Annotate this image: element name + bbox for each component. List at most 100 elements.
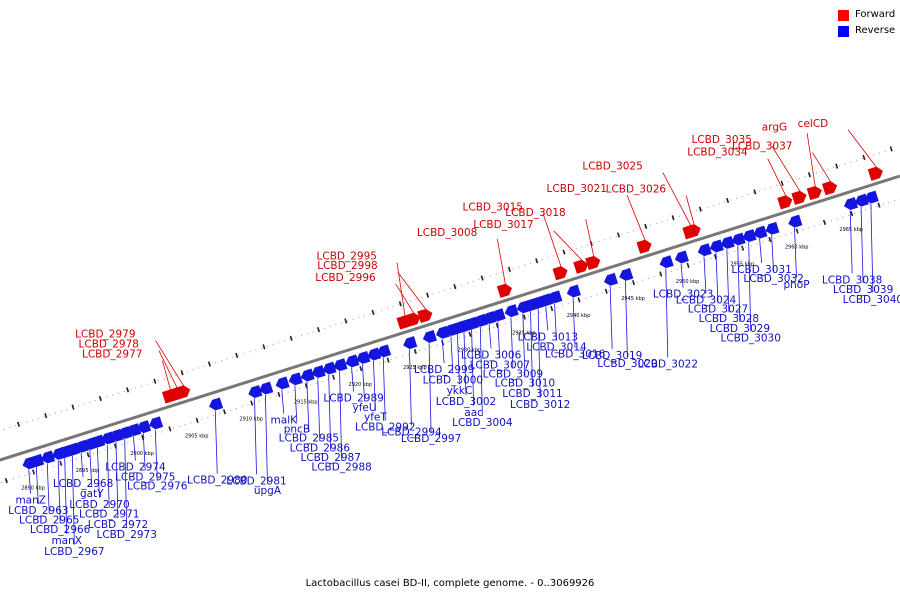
forward-guide-tick bbox=[98, 395, 102, 402]
reverse-gene-pncB[interactable] bbox=[287, 372, 303, 386]
forward-gene-LCBD_3026[interactable] bbox=[685, 223, 703, 239]
reverse-gene-label: LCBD_2986 bbox=[290, 442, 351, 454]
forward-gene-leader bbox=[553, 230, 583, 261]
reverse-gene-leader bbox=[849, 210, 853, 274]
reverse-gene-LCBD_3007[interactable] bbox=[490, 308, 506, 322]
reverse-gene-LCBD_3023[interactable] bbox=[673, 250, 689, 264]
reverse-gene-label: LCBD_3028 bbox=[699, 313, 759, 325]
forward-gene-LCBD_3018[interactable] bbox=[585, 254, 602, 270]
axis-tick-label: 2950 kbp bbox=[676, 279, 700, 285]
reverse-guide-tick bbox=[768, 236, 772, 243]
reverse-gene-yfeT[interactable] bbox=[366, 347, 382, 362]
forward-gene-LCBD_3021[interactable] bbox=[636, 238, 654, 254]
reverse-gene-LCBD_2970[interactable] bbox=[90, 434, 106, 449]
reverse-gene-LCBD_2985[interactable] bbox=[299, 368, 315, 383]
reverse-gene-LCBD_2976[interactable] bbox=[147, 416, 164, 430]
reverse-gene-LCBD_3031[interactable] bbox=[752, 225, 768, 240]
reverse-gene-LCBD_2975[interactable] bbox=[135, 420, 152, 434]
reverse-gene-label: LCBD_3022 bbox=[638, 358, 698, 370]
label-leader-lines bbox=[28, 129, 877, 545]
forward-gene-LCBD_3034[interactable] bbox=[777, 194, 794, 210]
reverse-gene-LCBD_2992[interactable] bbox=[375, 344, 392, 358]
reverse-gene-label: aac bbox=[464, 407, 483, 419]
forward-gene-label: LCBD_3034 bbox=[687, 147, 748, 159]
reverse-gene-LCBD_3029[interactable] bbox=[730, 232, 746, 247]
forward-gene-LCBD_3035[interactable] bbox=[791, 189, 808, 205]
reverse-gene-LCBD_2988[interactable] bbox=[332, 358, 348, 372]
reverse-guide-tick bbox=[850, 211, 854, 217]
forward-gene-LCBD_2979[interactable] bbox=[175, 384, 192, 400]
reverse-gene-LCBD_3038[interactable] bbox=[842, 197, 859, 211]
reverse-gene-upgA[interactable] bbox=[258, 381, 274, 396]
forward-guide-tick bbox=[371, 309, 375, 316]
reverse-gene-LCBD_3028[interactable] bbox=[719, 236, 735, 250]
reverse-gene-leader bbox=[609, 286, 613, 350]
reverse-gene-LCBD_3009[interactable] bbox=[503, 304, 519, 318]
reverse-gene-LCBD_2989[interactable] bbox=[344, 354, 360, 368]
reverse-guide-tick bbox=[741, 245, 745, 251]
reverse-guide-tick bbox=[632, 279, 636, 286]
reverse-gene-LCBD_2965[interactable] bbox=[39, 450, 56, 464]
reverse-gene-LCBD_3020[interactable] bbox=[618, 268, 634, 282]
reverse-gene-LCBD_3016[interactable] bbox=[565, 284, 581, 299]
forward-guide-tick bbox=[71, 404, 75, 410]
reverse-gene-LCBD_2997[interactable] bbox=[421, 329, 437, 344]
axis-tick-label: 2890 kbp bbox=[21, 485, 45, 491]
reverse-gene-LCBD_3024[interactable] bbox=[696, 243, 712, 257]
reverse-gene-label: LCBD_2965 bbox=[19, 515, 79, 527]
reverse-gene-LCBD_2974[interactable] bbox=[126, 423, 142, 437]
reverse-gene-leader bbox=[214, 410, 218, 474]
reverse-gene-label: phoP bbox=[783, 279, 809, 291]
reverse-gene-LCBD_2981[interactable] bbox=[247, 385, 263, 399]
forward-gene-LCBD_3037[interactable] bbox=[821, 180, 839, 196]
reverse-guide-tick bbox=[795, 228, 799, 234]
reverse-gene-LCBD_3022[interactable] bbox=[658, 255, 674, 269]
forward-gene-argG[interactable] bbox=[806, 184, 824, 201]
forward-gene-leader bbox=[626, 194, 646, 241]
reverse-gene-LCBD_2987[interactable] bbox=[321, 361, 337, 376]
reverse-gene-yfeU[interactable] bbox=[355, 350, 371, 365]
reverse-gene-label: LCBD_3006 bbox=[461, 349, 522, 361]
forward-gene-label: LCBD_2977 bbox=[82, 349, 142, 361]
reverse-gene-LCBD_3040[interactable] bbox=[863, 190, 879, 205]
reverse-gene-label: LCBD_3040 bbox=[843, 294, 900, 306]
reverse-gene-label: LCBD_2994 bbox=[381, 426, 442, 438]
forward-gene-LCBD_3015[interactable] bbox=[552, 265, 570, 281]
forward-gene-celCD[interactable] bbox=[867, 165, 885, 181]
reverse-gene-LCBD_3032[interactable] bbox=[764, 221, 780, 236]
reverse-gene-LCBD_3014[interactable] bbox=[547, 290, 563, 304]
reverse-gene-label: manZ bbox=[15, 495, 46, 507]
reverse-gene-phoP[interactable] bbox=[787, 214, 803, 229]
reverse-gene-label: LCBD_2968 bbox=[53, 478, 113, 490]
reverse-gene-label: LCBD_3004 bbox=[452, 417, 513, 429]
reverse-gene-LCBD_3030[interactable] bbox=[741, 229, 757, 243]
forward-guide-tick bbox=[180, 370, 184, 376]
reverse-gene-LCBD_3019[interactable] bbox=[602, 272, 619, 287]
forward-gene-leader bbox=[155, 340, 184, 386]
axis-tick-label: 2945 kbp bbox=[621, 296, 645, 302]
forward-gene-LCBD_2998[interactable] bbox=[417, 307, 434, 324]
forward-gene-LCBD_3017[interactable] bbox=[573, 258, 590, 274]
reverse-gene-leader bbox=[281, 389, 285, 414]
reverse-gene-label: LCBD_2974 bbox=[105, 461, 166, 473]
reverse-gene-label: LCBD_2971 bbox=[79, 509, 139, 521]
reverse-gene-leader bbox=[726, 249, 730, 313]
reverse-gene-label: LCBD_2980 bbox=[187, 475, 247, 487]
forward-guide-tick bbox=[671, 215, 675, 221]
reverse-gene-leader bbox=[339, 371, 343, 461]
reverse-gene-malK[interactable] bbox=[274, 376, 290, 390]
forward-gene-leader bbox=[585, 219, 595, 257]
reverse-gene-LCBD_2980[interactable] bbox=[207, 397, 224, 411]
forward-gene-LCBD_2996[interactable] bbox=[405, 311, 422, 327]
forward-gene-LCBD_3008[interactable] bbox=[496, 282, 514, 298]
reverse-gene-LCBD_2963[interactable] bbox=[28, 453, 45, 468]
reverse-gene-LCBD_3039[interactable] bbox=[853, 193, 869, 208]
reverse-gene-leader bbox=[46, 463, 50, 514]
reverse-gene-LCBD_2986[interactable] bbox=[310, 365, 326, 379]
reverse-gene-leader bbox=[554, 303, 557, 341]
reverse-gene-LCBD_2994[interactable] bbox=[402, 336, 418, 350]
forward-gene-leader bbox=[395, 283, 415, 314]
reverse-gene-LCBD_3027[interactable] bbox=[708, 239, 724, 253]
forward-gene-leader bbox=[847, 129, 877, 168]
reverse-gene-label: LCBD_3027 bbox=[688, 304, 748, 316]
